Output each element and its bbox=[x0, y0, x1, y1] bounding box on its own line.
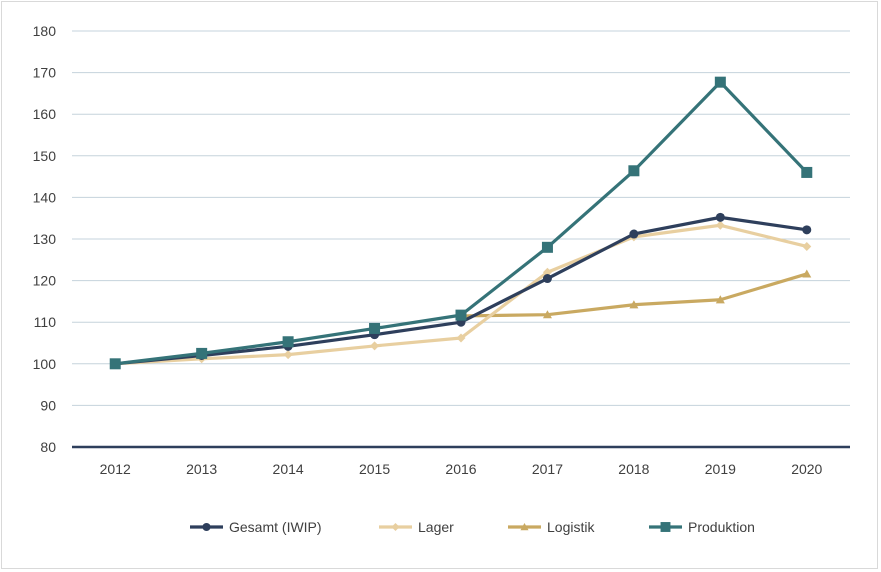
x-tick-label: 2019 bbox=[705, 461, 736, 477]
y-tick-label: 150 bbox=[33, 148, 57, 164]
y-tick-label: 140 bbox=[33, 189, 57, 205]
legend-label: Produktion bbox=[688, 519, 755, 535]
x-tick-label: 2012 bbox=[100, 461, 131, 477]
data-point bbox=[628, 165, 640, 177]
y-axis-labels: 80 90 100 110 120 130 140 150 160 170 180 bbox=[33, 23, 57, 455]
data-point bbox=[802, 241, 812, 251]
data-point bbox=[542, 267, 552, 277]
y-tick-label: 110 bbox=[34, 314, 57, 330]
x-tick-label: 2013 bbox=[186, 461, 217, 477]
x-tick-label: 2018 bbox=[618, 461, 649, 477]
y-tick-label: 130 bbox=[33, 231, 57, 247]
series-line-lager bbox=[113, 223, 809, 366]
data-point bbox=[541, 241, 553, 253]
data-point bbox=[715, 212, 725, 222]
legend-label: Gesamt (IWIP) bbox=[229, 519, 322, 535]
data-point bbox=[455, 309, 467, 321]
legend-label: Lager bbox=[418, 519, 454, 535]
data-point bbox=[283, 350, 293, 360]
data-point bbox=[456, 333, 466, 343]
data-point bbox=[629, 300, 639, 309]
x-tick-label: 2017 bbox=[532, 461, 563, 477]
x-tick-label: 2020 bbox=[791, 461, 822, 477]
y-tick-label: 90 bbox=[40, 397, 56, 413]
data-point bbox=[542, 274, 552, 284]
data-point bbox=[109, 358, 121, 370]
data-point bbox=[282, 336, 294, 348]
gridlines bbox=[72, 30, 850, 449]
legend-marker bbox=[660, 522, 671, 532]
legend-marker bbox=[520, 522, 529, 531]
y-tick-label: 160 bbox=[33, 106, 57, 122]
data-point bbox=[715, 220, 725, 230]
y-tick-label: 100 bbox=[33, 356, 57, 372]
data-point bbox=[715, 295, 725, 304]
x-tick-label: 2015 bbox=[359, 461, 390, 477]
data-point bbox=[542, 310, 552, 319]
data-point bbox=[196, 347, 208, 359]
legend-label: Logistik bbox=[547, 519, 595, 535]
y-tick-label: 180 bbox=[33, 23, 57, 39]
y-tick-label: 120 bbox=[33, 273, 57, 289]
legend: Gesamt (IWIP) Lager Logistik Produktion bbox=[190, 519, 755, 535]
x-tick-label: 2016 bbox=[445, 461, 476, 477]
x-axis-labels: 2012 2013 2014 2015 2016 2017 2018 2019 2020 bbox=[100, 461, 823, 477]
data-point bbox=[370, 341, 380, 351]
x-tick-label: 2014 bbox=[273, 461, 304, 477]
data-point bbox=[369, 322, 381, 334]
legend-marker bbox=[202, 522, 211, 532]
data-point bbox=[802, 269, 812, 278]
data-point bbox=[802, 225, 812, 235]
series-lines bbox=[109, 76, 813, 370]
y-tick-label: 170 bbox=[33, 65, 57, 81]
data-point bbox=[629, 229, 639, 239]
legend-marker bbox=[391, 522, 400, 532]
y-tick-label: 80 bbox=[40, 439, 56, 455]
data-point bbox=[801, 166, 813, 178]
data-point bbox=[714, 76, 726, 88]
